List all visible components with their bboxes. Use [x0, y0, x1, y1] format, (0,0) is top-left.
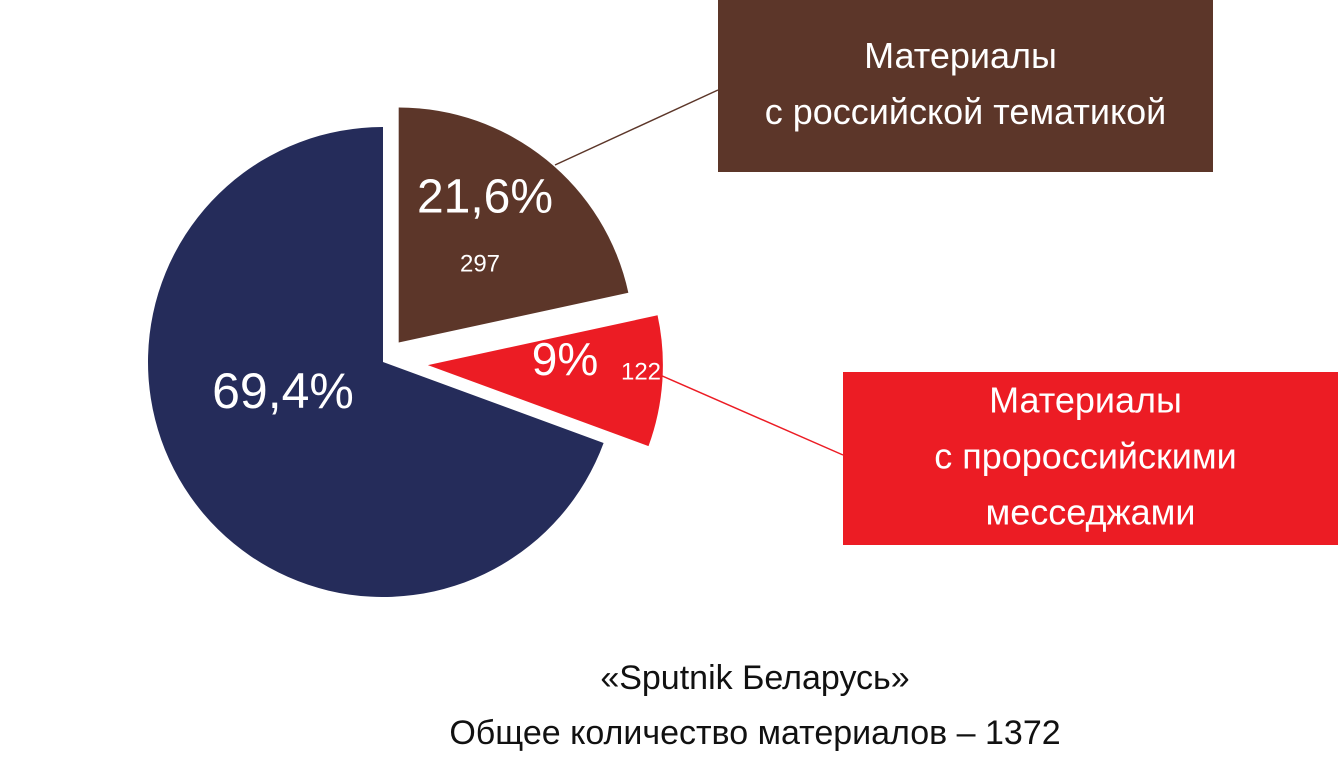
legend-label: Материалы с пророссийскими месседжами — [934, 379, 1247, 532]
legend-box — [843, 372, 1338, 545]
connector-line — [659, 374, 844, 456]
chart-title: «Sputnik Беларусь» — [600, 659, 909, 697]
legend-box — [718, 0, 1213, 172]
legend-label: Материалы с российской тематикой — [765, 35, 1167, 132]
pie-slice — [398, 107, 629, 343]
pie-slice — [147, 127, 604, 597]
chart-subtitle: Общее количество материалов – 1372 — [449, 714, 1060, 752]
count-label: 297 — [460, 250, 500, 277]
value-label: 69,4% — [212, 363, 354, 419]
connector-line — [554, 89, 719, 166]
pie-slice — [427, 315, 663, 447]
count-label: 122 — [621, 358, 661, 385]
value-label: 21,6% — [417, 171, 553, 224]
value-label: 9% — [532, 333, 598, 385]
